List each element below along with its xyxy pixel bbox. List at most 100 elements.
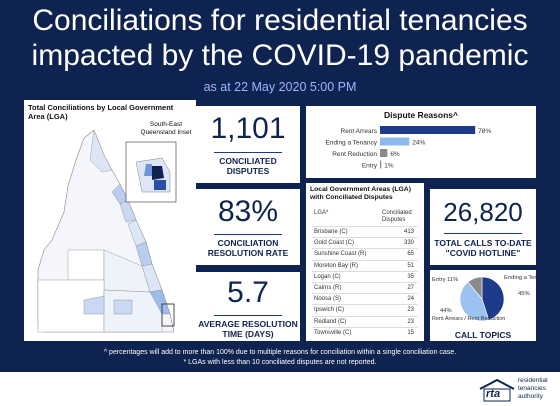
lga-name-cell: Noosa (S) <box>314 296 342 303</box>
bar-value-label: 1% <box>384 163 394 170</box>
lga-name-cell: Ipswich (C) <box>314 307 345 314</box>
kpi-resolution-value: 83% <box>217 195 279 228</box>
lga-name-cell: Sunshine Coast (R) <box>314 251 367 258</box>
lga-table-title-line2: with Conciliated Disputes <box>310 194 393 201</box>
lga-count-cell: 23 <box>407 307 414 314</box>
dispute-reasons-card: Dispute Reasons^ Rent Arrears 78% Ending a … <box>306 106 536 178</box>
lga-name-cell: Brisbane (C) <box>314 229 348 235</box>
divider <box>444 233 522 234</box>
bar <box>380 160 382 169</box>
kpi-avg-time-card: 5.7 AVERAGE RESOLUTION TIME (DAYS) <box>196 272 300 341</box>
divider <box>214 234 282 235</box>
table-row: Brisbane (C) 413 <box>312 226 418 238</box>
kpi-conciliated-value: 1,101 <box>210 112 286 145</box>
logo-text-line1: residential <box>518 377 548 384</box>
logo-mark: rta <box>486 388 501 400</box>
pie-value-label: 45% <box>518 291 530 297</box>
bar-category-label: Entry <box>362 163 378 170</box>
date-subtitle: as at 22 May 2020 5:00 PM <box>203 80 357 94</box>
kpi-resolution-label-line1: CONCILIATION <box>217 238 279 248</box>
lga-table-title-line1: Local Government Areas (LGA) <box>310 186 411 193</box>
table-row: Noosa (S) 24 <box>312 293 418 305</box>
kpi-calls-value: 26,820 <box>443 197 523 227</box>
disputes-col-header-line1: Conciliated <box>382 210 412 216</box>
inset-label-line2: Queensland Inset <box>140 129 192 136</box>
kpi-conciliated-label-line1: CONCILIATED <box>219 156 277 166</box>
lga-table-card: Local Government Areas (LGA) with Concil… <box>306 183 424 341</box>
footnote-1: ^ percentages will add to more than 100%… <box>103 349 457 356</box>
map-title-line2: Area (LGA) <box>28 112 68 121</box>
lga-region <box>149 289 171 315</box>
divider <box>214 152 282 153</box>
bar-category-label: Rent Arrears <box>341 128 378 135</box>
logo-text-line2: tenancies <box>518 385 546 392</box>
logo-text-line3: authority <box>518 393 543 400</box>
pie-label: Rent Arrears / Rent Reduction <box>432 316 505 322</box>
pie-label: Entry 11% <box>432 277 458 283</box>
lga-name-cell: Logan (C) <box>314 273 341 280</box>
lga-name-cell: Cairns (R) <box>314 285 342 291</box>
footnote-2: * LGAs with less than 10 conciliated dis… <box>183 359 377 366</box>
lga-region <box>119 199 137 223</box>
dispute-reasons-chart: Dispute Reasons^ Rent Arrears 78% Ending a … <box>325 110 491 170</box>
kpi-avg-time-label: AVERAGE RESOLUTION TIME (DAYS) <box>196 319 300 339</box>
inset-gold-coast <box>154 180 166 190</box>
pie-slice <box>481 276 505 321</box>
lga-region <box>89 129 113 173</box>
kpi-conciliated-card: 1,101 CONCILIATED DISPUTES <box>196 106 300 183</box>
kpi-calls-label: TOTAL CALLS TO-DATE "COVID HOTLINE" <box>430 238 536 258</box>
bar-category-label: Ending a Tenancy <box>325 140 377 147</box>
disputes-col-header-line2: Disputes <box>382 217 406 223</box>
call-topics-pie: Ending a Tenancy 45% 44% Rent Arrears / Ren… <box>432 275 536 322</box>
lga-region <box>113 299 133 315</box>
lga-count-cell: 413 <box>403 229 414 235</box>
bar-category-label: Rent Reduction <box>332 151 377 158</box>
bar <box>380 137 410 146</box>
lga-name-cell: Gold Coast (C) <box>314 240 355 247</box>
inset-moreton <box>144 164 152 176</box>
call-topics-card: Ending a Tenancy 45% 44% Rent Arrears / Ren… <box>430 270 536 341</box>
kpi-avg-time-label-line1: AVERAGE RESOLUTION <box>198 319 298 329</box>
lga-region <box>83 295 105 315</box>
table-row: Townsville (C) 15 <box>312 326 418 339</box>
lga-count-cell: 35 <box>407 273 414 280</box>
kpi-calls-label-line1: TOTAL CALLS TO-DATE <box>434 238 532 248</box>
pie-slice <box>459 281 490 322</box>
lga-count-cell: 330 <box>403 240 414 247</box>
lga-count-cell: 15 <box>407 329 414 336</box>
kpi-avg-time-label-line2: TIME (DAYS) <box>222 329 274 339</box>
lga-count-cell: 24 <box>407 296 414 303</box>
lga-count-cell: 65 <box>407 251 414 258</box>
rta-logo: rta residential tenancies authority <box>478 377 558 405</box>
map-title: Total Conciliations by Local Government … <box>28 103 173 121</box>
bar <box>380 149 388 157</box>
map-title-line1: Total Conciliations by Local Government <box>28 103 174 112</box>
kpi-avg-time-value: 5.7 <box>227 276 269 309</box>
kpi-calls-label-line2: "COVID HOTLINE" <box>445 248 521 258</box>
qld-map <box>37 129 177 333</box>
page-title-line2: impacted by the COVID-19 pandemic <box>31 39 529 72</box>
disputes-col-header: Conciliated Disputes <box>382 210 412 224</box>
divider <box>214 315 282 316</box>
inset-label-line1: South-East <box>149 121 183 128</box>
table-row: Sunshine Coast (R) 65 <box>312 248 418 260</box>
page-title-line1: Conciliations for residential tenancies <box>32 4 528 37</box>
lga-name-cell: Redland (C) <box>314 318 347 325</box>
pie-slice <box>467 276 483 300</box>
call-topics-label: CALL TOPICS <box>454 330 512 340</box>
lga-name-cell: Townsville (C) <box>314 329 352 336</box>
kpi-calls-card: 26,820 TOTAL CALLS TO-DATE "COVID HOTLIN… <box>430 189 536 265</box>
table-row: Moreton Bay (R) 51 <box>312 259 418 272</box>
table-row: Cairns (R) 27 <box>312 282 418 294</box>
table-row: Redland (C) 23 <box>312 315 418 328</box>
pie-value-label: 44% <box>440 308 452 314</box>
kpi-conciliated-label-line2: DISPUTES <box>226 166 270 176</box>
dispute-reasons-title: Dispute Reasons^ <box>384 110 458 120</box>
table-row: Gold Coast (C) 330 <box>312 237 418 249</box>
lga-table-title: Local Government Areas (LGA) with Concil… <box>310 186 411 202</box>
inset-brisbane <box>152 166 164 180</box>
lga-count-cell: 51 <box>407 262 414 269</box>
table-row: Ipswich (C) 23 <box>312 304 418 316</box>
lga-count-cell: 27 <box>407 285 414 291</box>
inset-label: South-East Queensland Inset <box>136 121 196 137</box>
